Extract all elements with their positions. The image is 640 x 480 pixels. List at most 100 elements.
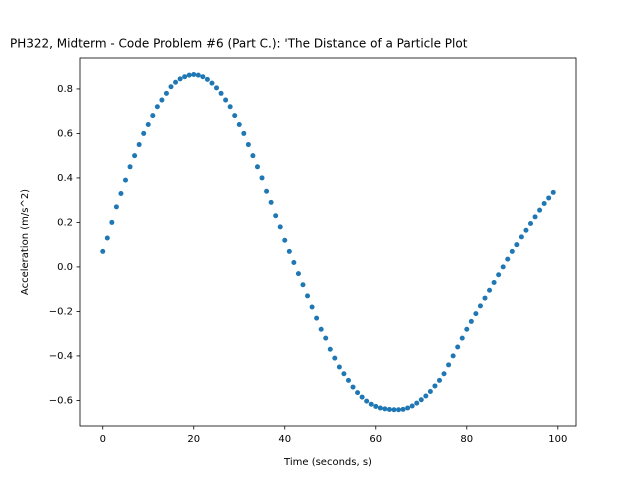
- point: [446, 362, 452, 368]
- y-tick-label: 0.8: [57, 84, 73, 95]
- point: [396, 407, 402, 413]
- point: [241, 130, 247, 136]
- point: [195, 72, 201, 78]
- point: [214, 85, 220, 91]
- point: [550, 189, 556, 195]
- x-tick-label: 100: [548, 434, 567, 445]
- point: [441, 371, 447, 377]
- point: [327, 346, 333, 352]
- point: [473, 311, 479, 317]
- point: [250, 153, 256, 159]
- point: [191, 71, 197, 77]
- x-tick-label: 0: [100, 434, 106, 445]
- point: [132, 153, 138, 159]
- point: [459, 335, 465, 341]
- point: [505, 256, 511, 262]
- point: [318, 326, 324, 332]
- point: [386, 407, 392, 413]
- point: [400, 406, 406, 412]
- point: [223, 97, 229, 103]
- point: [295, 271, 301, 277]
- point: [109, 219, 115, 225]
- point: [427, 389, 433, 395]
- point: [200, 74, 206, 80]
- point: [423, 393, 429, 399]
- y-tick-label: 0.0: [57, 262, 73, 273]
- y-axis-label: Acceleration (m/s^2): [20, 189, 31, 295]
- point: [496, 272, 502, 278]
- point: [273, 213, 279, 219]
- point: [259, 175, 265, 181]
- point: [209, 80, 215, 86]
- point: [150, 113, 156, 119]
- point: [546, 195, 552, 201]
- point: [523, 227, 529, 233]
- y-tick-label: 0.4: [57, 173, 73, 184]
- y-tick-label: 0.2: [57, 217, 73, 228]
- point: [127, 164, 133, 170]
- point: [173, 79, 179, 85]
- y-tick-label: −0.4: [49, 351, 73, 362]
- point: [309, 304, 315, 310]
- point: [286, 248, 292, 254]
- point: [491, 279, 497, 285]
- x-tick-label: 80: [460, 434, 473, 445]
- point: [477, 303, 483, 309]
- point: [186, 72, 192, 78]
- point: [232, 113, 238, 119]
- point: [113, 204, 119, 210]
- point: [500, 264, 506, 270]
- point: [154, 104, 160, 110]
- point: [323, 335, 329, 341]
- point: [364, 398, 370, 404]
- point: [432, 383, 438, 389]
- x-tick-label: 60: [369, 434, 382, 445]
- point: [359, 394, 365, 400]
- point: [405, 405, 411, 411]
- point: [204, 76, 210, 82]
- x-tick-label: 20: [187, 434, 200, 445]
- point: [355, 390, 361, 396]
- point: [245, 142, 251, 148]
- point: [436, 377, 442, 383]
- point: [468, 318, 474, 324]
- point: [182, 74, 188, 80]
- y-tick-label: −0.6: [49, 395, 73, 406]
- point: [514, 242, 520, 248]
- y-tick-label: 0.6: [57, 128, 73, 139]
- point: [163, 90, 169, 96]
- chart-title: PH322, Midterm - Code Problem #6 (Part C…: [10, 37, 468, 51]
- point: [282, 237, 288, 243]
- point: [218, 90, 224, 96]
- point: [314, 315, 320, 321]
- point: [264, 188, 270, 194]
- point: [145, 122, 151, 128]
- point: [391, 407, 397, 413]
- point: [541, 201, 547, 207]
- x-axis-label: Time (seconds, s): [283, 457, 372, 468]
- point: [509, 248, 515, 254]
- point: [277, 224, 283, 230]
- point: [409, 403, 415, 409]
- point: [532, 214, 538, 220]
- point: [450, 353, 456, 359]
- y-tick-label: −0.2: [49, 306, 73, 317]
- point: [168, 84, 174, 90]
- point: [104, 235, 110, 241]
- point: [336, 364, 342, 370]
- point: [464, 326, 470, 332]
- point: [377, 405, 383, 411]
- point: [141, 130, 147, 136]
- point: [382, 406, 388, 412]
- point: [527, 221, 533, 227]
- point: [455, 344, 461, 350]
- axes-frame: [79, 57, 577, 427]
- x-tick-label: 40: [278, 434, 291, 445]
- point: [418, 397, 424, 403]
- point: [345, 377, 351, 383]
- point: [118, 190, 124, 196]
- point: [482, 295, 488, 301]
- point: [177, 76, 183, 82]
- point: [487, 287, 493, 293]
